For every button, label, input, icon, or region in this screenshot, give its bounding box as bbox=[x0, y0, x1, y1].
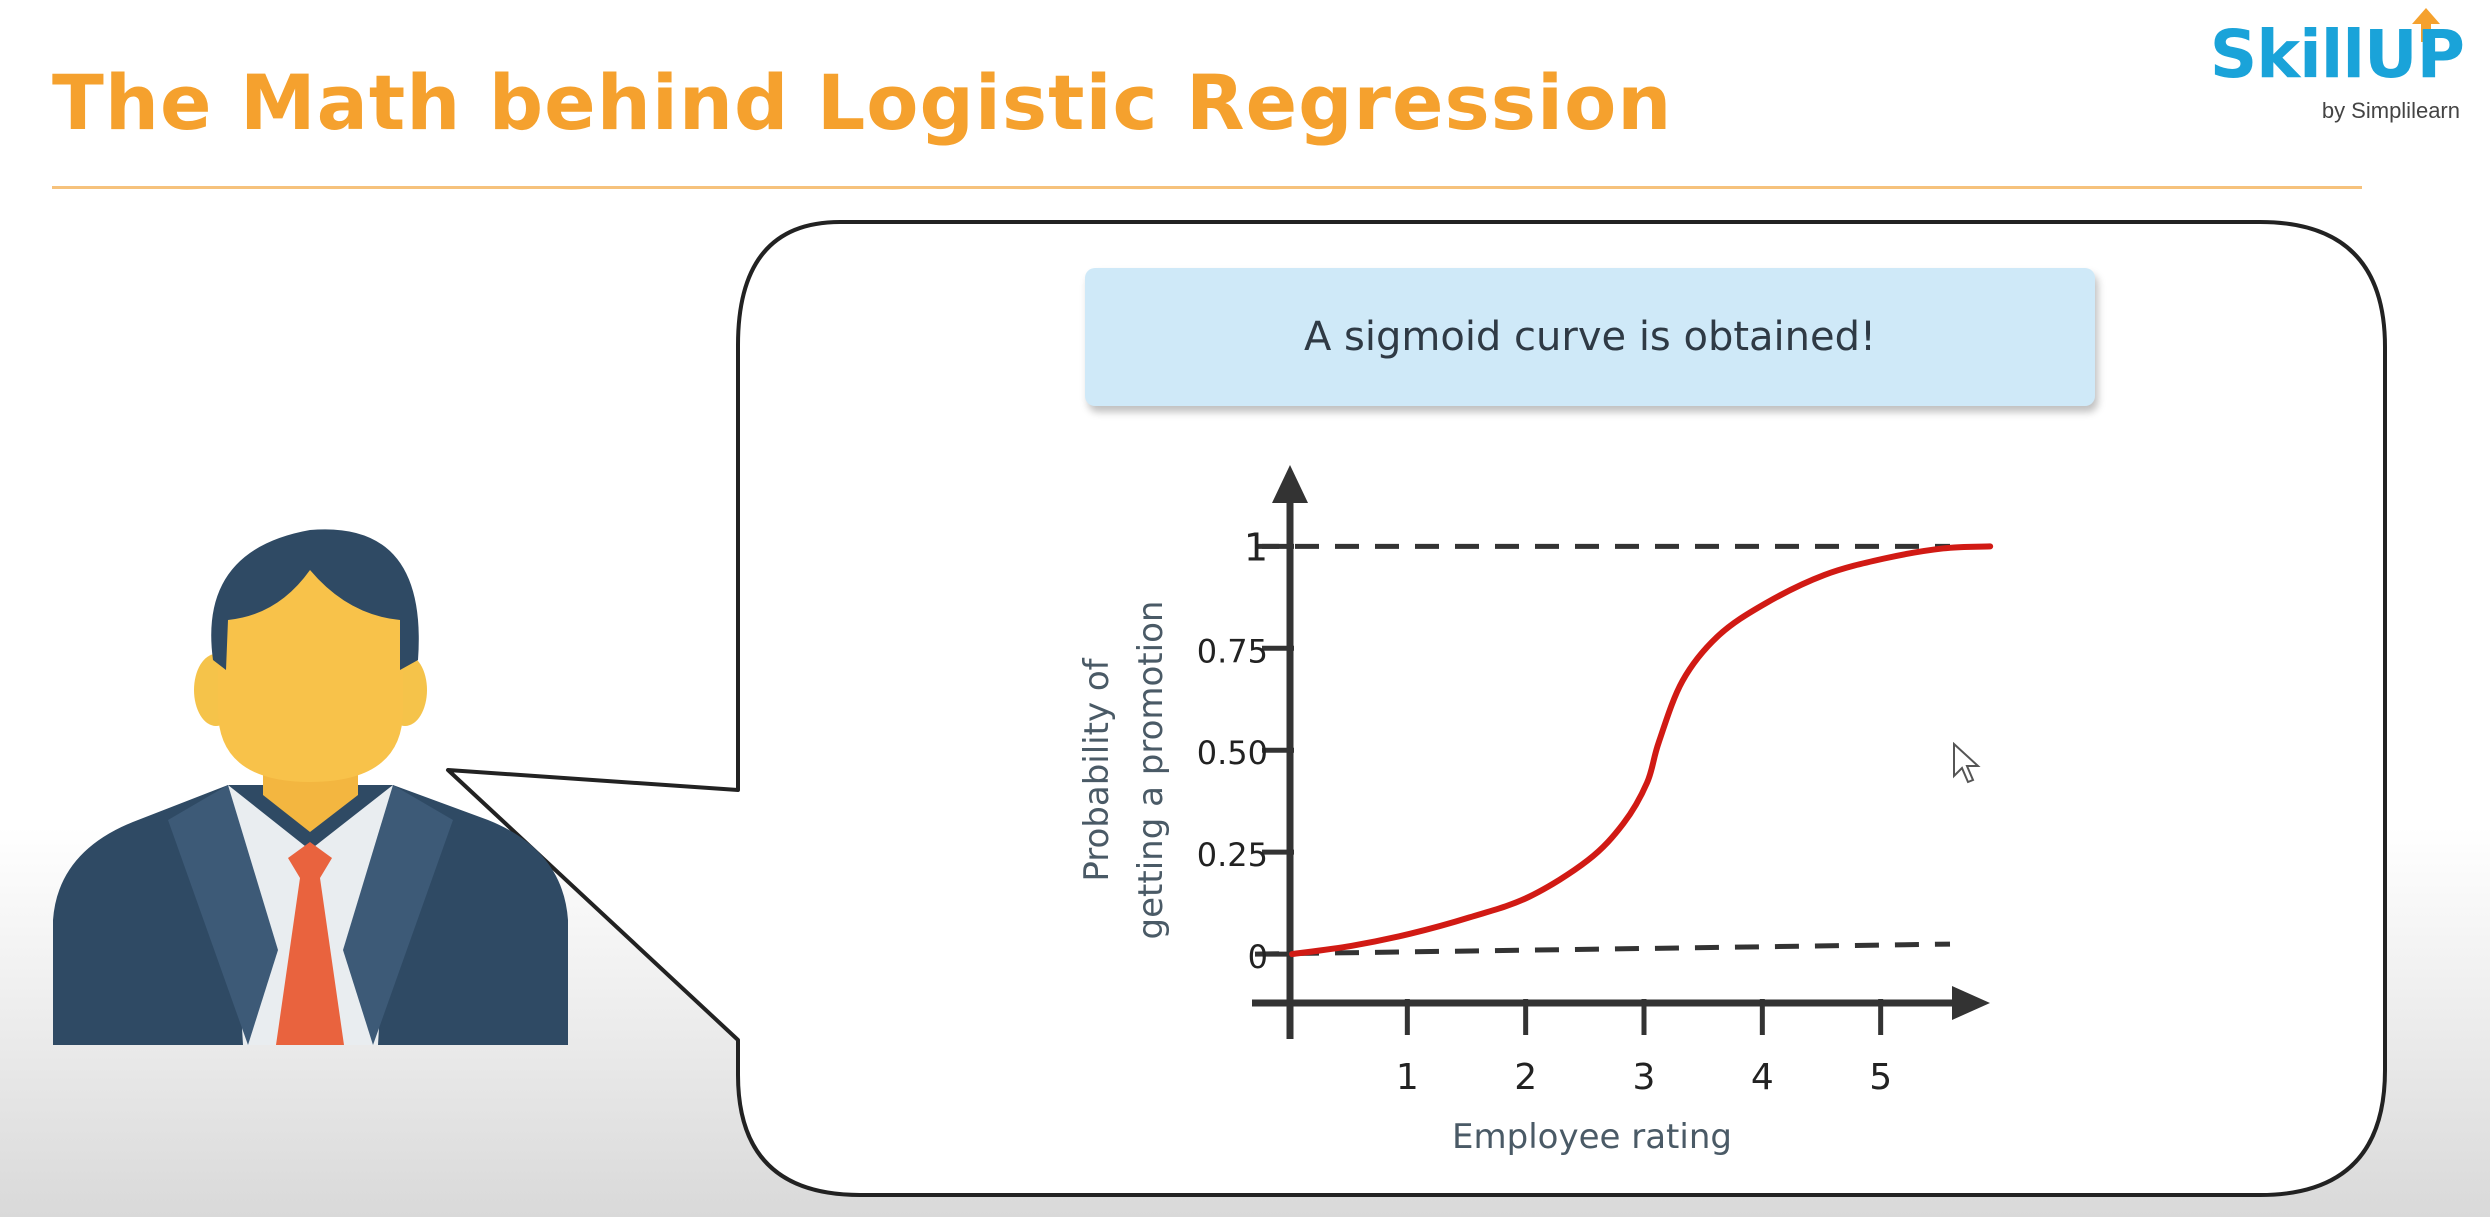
y-axis-label: Probability of bbox=[1077, 657, 1117, 881]
y-tick-label: 0.75 bbox=[1197, 632, 1268, 670]
y-tick-label: 0.50 bbox=[1197, 734, 1268, 772]
x-tick-label: 2 bbox=[1514, 1057, 1537, 1098]
brand-logo: SkillUP by Simplilearn bbox=[2204, 8, 2465, 128]
asymptote-line bbox=[1254, 941, 1951, 957]
y-axis-arrow bbox=[1272, 465, 1308, 503]
y-tick-label: 0 bbox=[1248, 938, 1268, 976]
brand-name: SkillUP bbox=[2209, 16, 2465, 93]
x-tick-label: 5 bbox=[1869, 1057, 1892, 1098]
caption-text: A sigmoid curve is obtained! bbox=[1303, 314, 1877, 360]
x-axis-label: Employee rating bbox=[1452, 1117, 1732, 1157]
y-axis-label: getting a promotion bbox=[1131, 601, 1171, 940]
sigmoid-curve bbox=[1289, 543, 1994, 958]
cursor-icon bbox=[1953, 742, 1981, 784]
brand-subtitle: by Simplilearn bbox=[2321, 98, 2460, 123]
businessman-icon bbox=[53, 529, 568, 1045]
x-tick-label: 3 bbox=[1633, 1057, 1656, 1098]
title-divider bbox=[52, 186, 2362, 189]
skillup-arrow-icon bbox=[2412, 8, 2440, 42]
page-title: The Math behind Logistic Regression bbox=[52, 58, 1673, 147]
x-tick-label: 1 bbox=[1396, 1057, 1419, 1098]
y-tick-label: 0.25 bbox=[1197, 836, 1268, 874]
x-axis-arrow bbox=[1952, 986, 1990, 1020]
y-tick-label: 1 bbox=[1244, 525, 1268, 569]
caption-box: A sigmoid curve is obtained! bbox=[1085, 268, 2095, 406]
x-tick-label: 4 bbox=[1751, 1057, 1774, 1098]
